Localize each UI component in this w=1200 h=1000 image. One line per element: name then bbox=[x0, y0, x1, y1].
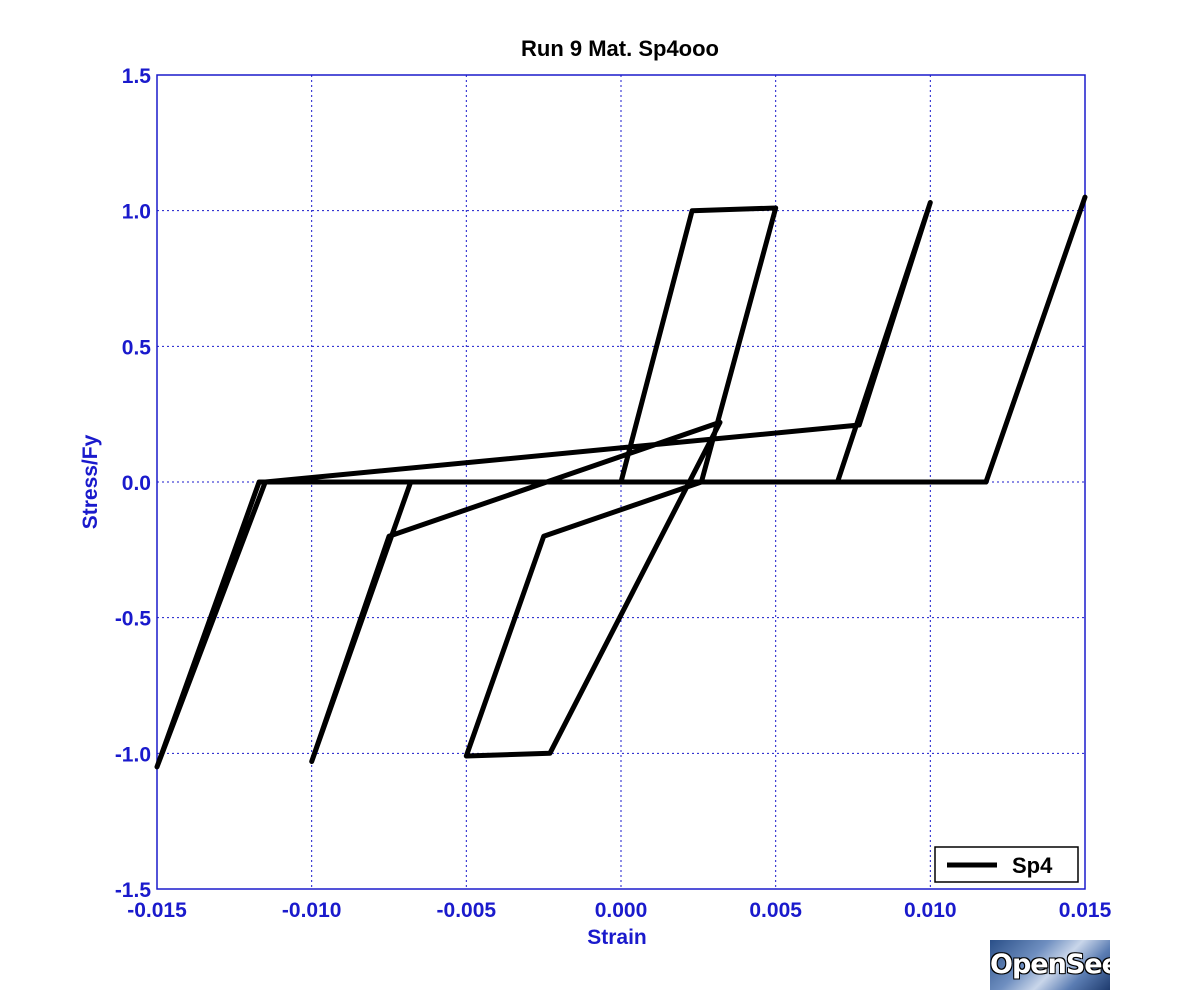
x-axis-label: Strain bbox=[587, 926, 647, 949]
x-tick-label: 0.015 bbox=[1059, 899, 1112, 922]
legend: Sp4 bbox=[934, 846, 1079, 883]
x-tick-label: -0.015 bbox=[127, 899, 187, 922]
x-tick-label: -0.010 bbox=[282, 899, 342, 922]
y-tick-label: 0.5 bbox=[122, 336, 152, 359]
y-tick-label: 1.5 bbox=[122, 65, 152, 88]
y-tick-label: -0.5 bbox=[115, 608, 152, 631]
y-tick-label: -1.5 bbox=[115, 879, 152, 902]
plot-frame bbox=[156, 74, 1086, 890]
x-tick-labels: -0.015 -0.010 -0.005 0.000 0.005 0.010 0.015 bbox=[127, 899, 1111, 922]
x-tick-label: 0.005 bbox=[749, 899, 802, 922]
x-tick-label: 0.000 bbox=[595, 899, 648, 922]
series-line-sp4 bbox=[154, 194, 1088, 770]
series-layer bbox=[154, 194, 1088, 770]
logo-text: OpenSees bbox=[990, 949, 1110, 980]
legend-label: Sp4 bbox=[1012, 853, 1053, 878]
x-tick-label: 0.010 bbox=[904, 899, 957, 922]
chart-title: Run 9 Mat. Sp4ooo bbox=[521, 36, 719, 61]
y-tick-label: -1.0 bbox=[115, 743, 151, 766]
y-tick-label: 0.0 bbox=[122, 472, 151, 495]
x-tick-label: -0.005 bbox=[437, 899, 497, 922]
opensees-logo: OpenSees bbox=[990, 940, 1110, 990]
y-tick-labels: 1.5 1.0 0.5 0.0 -0.5 -1.0 -1.5 bbox=[115, 65, 152, 902]
y-axis-label: Stress/Fy bbox=[79, 434, 102, 529]
y-tick-label: 1.0 bbox=[122, 201, 151, 224]
